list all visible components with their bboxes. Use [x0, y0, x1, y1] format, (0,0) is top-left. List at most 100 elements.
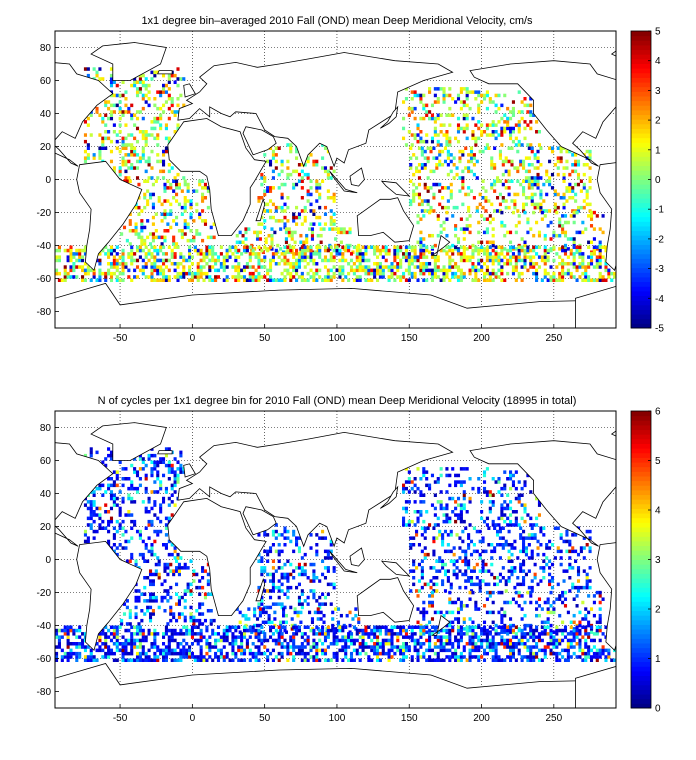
data-cell: [579, 205, 583, 210]
data-cell: [251, 252, 255, 256]
data-cell: [242, 625, 247, 629]
data-cell: [510, 552, 514, 557]
data-cell: [115, 473, 119, 478]
data-cell: [297, 599, 301, 603]
data-cell: [115, 93, 119, 98]
data-cell: [423, 149, 427, 154]
data-cell: [198, 232, 202, 236]
data-cell: [216, 632, 221, 636]
data-cell: [318, 268, 322, 273]
data-cell: [151, 232, 155, 236]
data-cell: [208, 268, 212, 273]
data-cell: [135, 651, 140, 656]
data-cell: [167, 136, 171, 141]
data-cell: [558, 255, 562, 259]
data-cell: [449, 582, 453, 587]
data-cell: [179, 648, 183, 653]
data-cell: [500, 248, 504, 253]
data-cell: [222, 658, 226, 662]
data-cell: [581, 252, 585, 256]
data-cell: [271, 648, 275, 653]
data-cell: [571, 546, 575, 550]
data-cell: [182, 271, 186, 276]
data-cell: [211, 632, 215, 636]
data-cell: [167, 552, 171, 557]
data-cell: [167, 258, 171, 263]
data-cell: [179, 255, 183, 259]
data-cell: [432, 582, 436, 587]
data-cell: [475, 209, 479, 213]
data-cell: [410, 262, 414, 266]
data-cell: [206, 609, 210, 613]
data-cell: [170, 486, 174, 491]
data-cell: [118, 130, 122, 134]
data-cell: [286, 642, 290, 646]
data-cell: [274, 628, 278, 633]
data-cell: [482, 490, 487, 494]
data-cell: [268, 549, 273, 554]
data-cell: [428, 620, 432, 625]
data-cell: [548, 176, 552, 180]
data-cell: [506, 126, 510, 131]
data-cell: [433, 513, 437, 517]
data-cell: [277, 635, 281, 639]
data-cell: [576, 172, 581, 177]
data-cell: [511, 130, 515, 134]
data-cell: [355, 248, 359, 253]
data-cell: [556, 526, 560, 530]
data-cell: [407, 106, 411, 111]
data-cell: [303, 655, 307, 659]
data-cell: [98, 632, 102, 636]
data-cell: [138, 536, 142, 540]
data-cell: [292, 268, 296, 273]
data-cell: [381, 248, 385, 253]
data-cell: [104, 136, 108, 141]
data-cell: [292, 169, 296, 174]
data-cell: [128, 179, 132, 183]
data-cell: [283, 258, 287, 263]
data-cell: [115, 483, 119, 488]
data-cell: [242, 265, 247, 269]
data-cell: [513, 539, 517, 544]
data-cell: [109, 493, 114, 497]
data-cell: [409, 589, 413, 593]
data-cell: [459, 483, 463, 488]
data-cell: [83, 658, 88, 662]
data-cell: [292, 529, 296, 534]
data-cell: [373, 248, 377, 253]
data-cell: [571, 582, 575, 587]
data-cell: [141, 271, 145, 276]
data-cell: [144, 546, 148, 550]
data-cell: [420, 166, 424, 170]
data-cell: [138, 110, 142, 114]
data-cell: [75, 645, 79, 649]
data-cell: [416, 594, 420, 598]
data-cell: [277, 172, 281, 177]
data-cell: [300, 651, 304, 656]
data-cell: [454, 500, 458, 504]
data-cell: [124, 103, 128, 108]
data-cell: [185, 258, 189, 263]
data-cell: [553, 556, 557, 560]
data-cell: [439, 87, 443, 91]
data-cell: [588, 186, 592, 190]
data-cell: [86, 116, 90, 121]
data-cell: [572, 597, 576, 601]
data-cell: [153, 529, 157, 534]
data-cell: [334, 237, 338, 241]
data-cell: [141, 457, 145, 461]
data-cell: [571, 169, 575, 174]
data-cell: [469, 169, 474, 174]
data-cell: [422, 607, 426, 611]
data-cell: [130, 103, 134, 108]
data-cell: [537, 233, 542, 238]
data-cell: [183, 196, 187, 200]
data-cell: [134, 589, 138, 593]
data-cell: [141, 635, 145, 639]
data-cell: [203, 182, 208, 187]
data-cell: [190, 275, 195, 279]
data-cell: [416, 214, 420, 218]
data-cell: [157, 576, 161, 580]
data-cell: [417, 146, 422, 150]
data-cell: [81, 255, 85, 259]
